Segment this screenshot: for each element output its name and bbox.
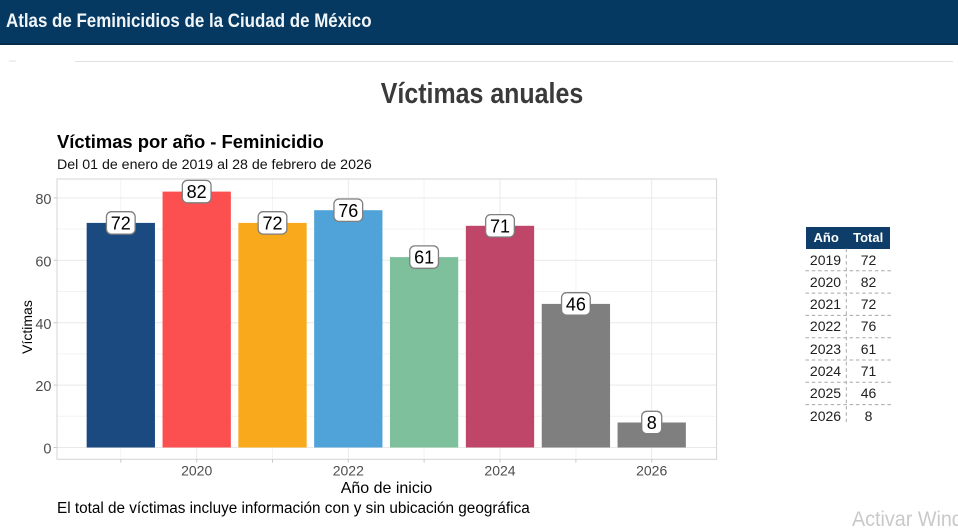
svg-text:2024: 2024	[484, 463, 515, 479]
svg-text:Año de inicio: Año de inicio	[341, 480, 433, 497]
svg-text:60: 60	[35, 254, 51, 270]
svg-text:80: 80	[35, 192, 51, 208]
svg-text:82: 82	[187, 182, 207, 202]
svg-text:71: 71	[490, 216, 510, 236]
svg-text:Víctimas: Víctimas	[19, 300, 35, 354]
svg-text:2020: 2020	[181, 463, 212, 479]
svg-text:8: 8	[647, 413, 657, 433]
svg-text:46: 46	[566, 295, 586, 315]
svg-text:61: 61	[414, 248, 434, 268]
svg-text:76: 76	[338, 201, 358, 221]
svg-text:0: 0	[43, 442, 51, 458]
svg-text:20: 20	[35, 379, 51, 395]
svg-text:72: 72	[111, 214, 131, 234]
svg-text:40: 40	[35, 317, 51, 333]
svg-text:2026: 2026	[636, 463, 667, 479]
svg-text:2022: 2022	[333, 463, 364, 479]
svg-text:72: 72	[262, 214, 282, 234]
